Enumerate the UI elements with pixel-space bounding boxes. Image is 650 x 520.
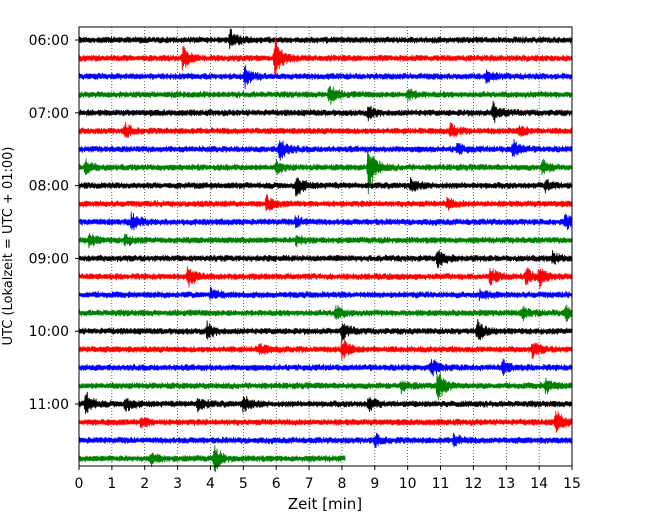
seismic-trace bbox=[78, 28, 573, 50]
seismic-trace bbox=[78, 266, 573, 289]
seismic-trace bbox=[78, 146, 573, 195]
x-tick-label: 11 bbox=[432, 476, 450, 492]
x-tick-label: 6 bbox=[272, 476, 281, 492]
seismic-trace bbox=[78, 445, 346, 473]
x-tick-label: 0 bbox=[75, 476, 84, 492]
x-tick-label: 10 bbox=[399, 476, 417, 492]
y-axis-label: UTC (Lokalzeit = UTC + 01:00) bbox=[1, 147, 16, 346]
x-axis-ticks: 0 1 2 3 4 5 6 7 8 9 10 11 12 13 14 15 bbox=[75, 466, 581, 492]
seismic-trace bbox=[78, 121, 573, 138]
seismic-trace bbox=[78, 432, 573, 449]
seismic-trace bbox=[78, 177, 573, 197]
seismic-trace bbox=[78, 249, 573, 269]
seismic-traces bbox=[78, 28, 573, 473]
seismic-trace bbox=[78, 339, 573, 361]
seismic-trace bbox=[78, 211, 573, 231]
x-tick-label: 3 bbox=[173, 476, 182, 492]
x-tick-label: 12 bbox=[464, 476, 482, 492]
seismic-trace bbox=[78, 318, 573, 342]
seismic-trace bbox=[78, 411, 573, 433]
y-tick-label: 10:00 bbox=[29, 324, 69, 340]
seismic-trace bbox=[78, 286, 573, 302]
x-tick-label: 2 bbox=[140, 476, 149, 492]
seismic-trace bbox=[78, 86, 573, 106]
x-tick-label: 9 bbox=[370, 476, 379, 492]
y-tick-label: 08:00 bbox=[29, 179, 69, 195]
x-tick-label: 14 bbox=[530, 476, 548, 492]
x-tick-label: 5 bbox=[239, 476, 248, 492]
seismic-trace bbox=[78, 100, 573, 124]
x-tick-label: 4 bbox=[206, 476, 215, 492]
x-tick-label: 1 bbox=[107, 476, 116, 492]
seismic-trace bbox=[78, 37, 573, 77]
seismic-trace bbox=[78, 373, 573, 401]
x-tick-label: 8 bbox=[337, 476, 346, 492]
x-axis-label: Zeit [min] bbox=[288, 495, 362, 513]
plot-frame bbox=[78, 26, 573, 467]
seismic-trace bbox=[78, 232, 573, 249]
y-tick-label: 09:00 bbox=[29, 251, 69, 267]
seismic-trace bbox=[78, 358, 573, 377]
x-tick-label: 13 bbox=[497, 476, 515, 492]
seismic-trace bbox=[78, 391, 573, 415]
seismic-trace bbox=[78, 139, 573, 161]
y-tick-label: 07:00 bbox=[29, 106, 69, 122]
seismic-trace bbox=[78, 65, 573, 90]
seismic-trace bbox=[78, 194, 573, 212]
x-tick-label: 7 bbox=[305, 476, 314, 492]
x-tick-label: 15 bbox=[563, 476, 581, 492]
seismic-trace bbox=[78, 304, 573, 323]
y-tick-label: 11:00 bbox=[29, 397, 69, 413]
y-tick-label: 06:00 bbox=[29, 33, 69, 49]
y-axis-ticks: 06:00 07:00 08:00 09:00 10:00 11:00 bbox=[29, 33, 79, 413]
grid-lines bbox=[111, 27, 540, 466]
